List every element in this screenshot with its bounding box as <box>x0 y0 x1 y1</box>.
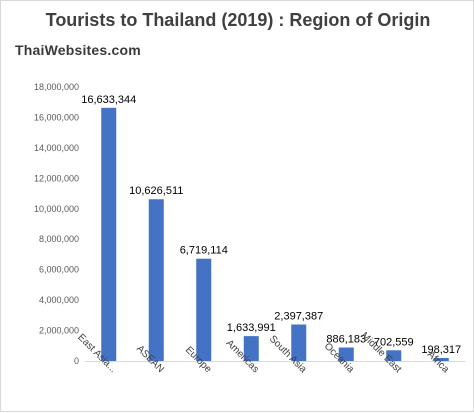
data-labels: 16,633,344 10,626,511 6,719,114 1,633,9912,… <box>81 94 461 356</box>
bar <box>196 258 212 361</box>
y-tick-label: 4,000,000 <box>39 295 79 305</box>
data-label: 2,397,387 <box>274 311 323 323</box>
y-tick-label: 8,000,000 <box>39 234 79 244</box>
data-label: 16,633,344 <box>81 94 136 106</box>
chart-title: Tourists to Thailand (2019) : Region of … <box>45 10 431 30</box>
bar <box>338 347 354 361</box>
y-axis: 0 2,000,000 4,000,000 6,000,000 8,000,000 10,… <box>34 82 79 366</box>
y-tick-label: 12,000,000 <box>34 173 79 183</box>
site-watermark: ThaiWebsites.com <box>15 42 141 58</box>
y-tick-label: 0 <box>74 356 79 366</box>
y-tick-label: 6,000,000 <box>39 265 79 275</box>
data-label: 1,633,991 <box>227 322 276 334</box>
y-tick-label: 2,000,000 <box>39 326 79 336</box>
bars <box>101 107 449 361</box>
data-label: 198,317 <box>421 344 461 356</box>
y-tick-label: 10,000,000 <box>34 204 79 214</box>
y-tick-label: 14,000,000 <box>34 143 79 153</box>
y-tick-label: 16,000,000 <box>34 112 79 122</box>
data-label: 702,559 <box>374 336 414 348</box>
data-label: 6,719,114 <box>180 245 228 257</box>
bar <box>433 357 449 361</box>
y-tick-label: 18,000,000 <box>34 82 79 92</box>
data-label: 10,626,511 <box>129 185 183 197</box>
bar <box>386 350 402 361</box>
bar <box>291 324 307 361</box>
data-label: 886,183 <box>326 334 366 346</box>
bar <box>148 199 164 361</box>
bar <box>243 336 259 361</box>
bar <box>101 107 117 361</box>
